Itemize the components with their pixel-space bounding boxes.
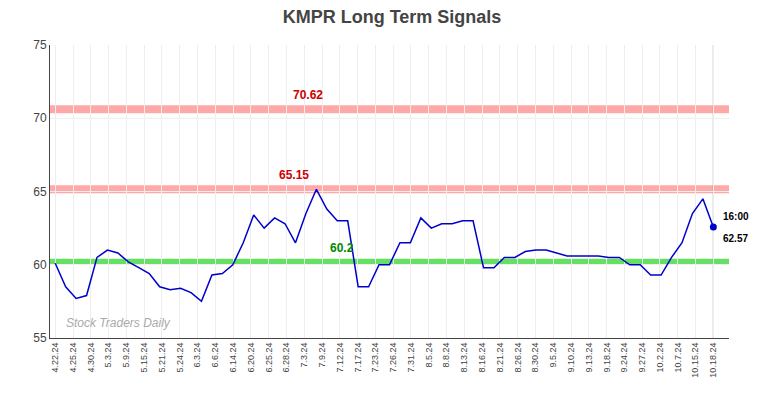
svg-text:9.13.24: 9.13.24 <box>584 343 594 373</box>
svg-text:8.13.24: 8.13.24 <box>459 343 469 373</box>
svg-text:KMPR Long Term Signals: KMPR Long Term Signals <box>283 7 502 27</box>
svg-text:7.9.24: 7.9.24 <box>317 343 327 368</box>
svg-text:6.20.24: 6.20.24 <box>246 343 256 373</box>
svg-text:10.15.24: 10.15.24 <box>690 343 700 378</box>
svg-text:10.7.24: 10.7.24 <box>673 343 683 373</box>
svg-text:7.17.24: 7.17.24 <box>353 343 363 373</box>
svg-text:10.2.24: 10.2.24 <box>655 343 665 373</box>
svg-text:9.5.24: 9.5.24 <box>548 343 558 368</box>
svg-text:70.62: 70.62 <box>293 88 323 102</box>
svg-text:7.26.24: 7.26.24 <box>388 343 398 373</box>
svg-text:4.30.24: 4.30.24 <box>86 343 96 373</box>
svg-text:8.5.24: 8.5.24 <box>424 343 434 368</box>
svg-text:8.8.24: 8.8.24 <box>441 343 451 368</box>
svg-text:Stock Traders Daily: Stock Traders Daily <box>66 316 171 330</box>
svg-text:8.16.24: 8.16.24 <box>477 343 487 373</box>
svg-text:5.15.24: 5.15.24 <box>139 343 149 373</box>
svg-text:6.25.24: 6.25.24 <box>264 343 274 373</box>
svg-text:7.23.24: 7.23.24 <box>370 343 380 373</box>
svg-text:9.27.24: 9.27.24 <box>637 343 647 373</box>
svg-text:9.18.24: 9.18.24 <box>602 343 612 373</box>
svg-text:6.28.24: 6.28.24 <box>281 343 291 373</box>
svg-text:62.57: 62.57 <box>723 233 748 244</box>
svg-text:10.18.24: 10.18.24 <box>708 343 718 378</box>
svg-text:9.24.24: 9.24.24 <box>619 343 629 373</box>
svg-text:16:00: 16:00 <box>723 211 749 222</box>
svg-text:7.12.24: 7.12.24 <box>335 343 345 373</box>
svg-text:75: 75 <box>33 38 47 52</box>
svg-text:60: 60 <box>33 258 47 272</box>
svg-text:70: 70 <box>33 111 47 125</box>
svg-text:8.26.24: 8.26.24 <box>513 343 523 373</box>
svg-text:4.22.24: 4.22.24 <box>50 343 60 373</box>
svg-text:8.21.24: 8.21.24 <box>495 343 505 373</box>
svg-text:5.9.24: 5.9.24 <box>121 343 131 368</box>
svg-text:55: 55 <box>33 331 47 345</box>
svg-text:6.14.24: 6.14.24 <box>228 343 238 373</box>
svg-text:6.3.24: 6.3.24 <box>192 343 202 368</box>
svg-text:65.15: 65.15 <box>279 168 309 182</box>
svg-text:8.30.24: 8.30.24 <box>530 343 540 373</box>
svg-text:5.21.24: 5.21.24 <box>157 343 167 373</box>
svg-text:65: 65 <box>33 185 47 199</box>
svg-text:5.24.24: 5.24.24 <box>175 343 185 373</box>
svg-text:4.25.24: 4.25.24 <box>68 343 78 373</box>
svg-text:9.10.24: 9.10.24 <box>566 343 576 373</box>
svg-text:7.31.24: 7.31.24 <box>406 343 416 373</box>
svg-text:60.2: 60.2 <box>330 241 354 255</box>
svg-text:6.6.24: 6.6.24 <box>210 343 220 368</box>
svg-text:5.3.24: 5.3.24 <box>104 343 114 368</box>
svg-text:7.3.24: 7.3.24 <box>299 343 309 368</box>
